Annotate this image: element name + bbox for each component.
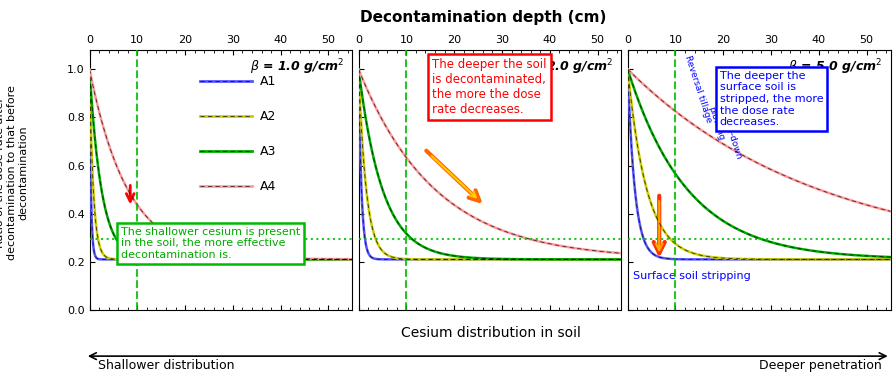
Text: A3: A3 <box>260 145 276 158</box>
Text: Deeper penetration: Deeper penetration <box>758 359 881 372</box>
Text: Surface soil stripping: Surface soil stripping <box>632 271 750 281</box>
Text: A4: A4 <box>260 180 276 193</box>
Text: $\beta$ = 2.0 g/cm$^2$: $\beta$ = 2.0 g/cm$^2$ <box>519 58 613 77</box>
Text: Decontamination depth (cm): Decontamination depth (cm) <box>359 10 606 25</box>
Text: Shallower distribution: Shallower distribution <box>98 359 235 372</box>
Text: Ratio of the dose rate after
decontamination to that before
decontamination: Ratio of the dose rate after decontamina… <box>0 85 29 260</box>
Text: Reversal tillage: Reversal tillage <box>682 54 713 124</box>
Text: The deeper the
surface soil is
stripped, the more
the dose rate
decreases.: The deeper the surface soil is stripped,… <box>719 71 822 127</box>
Text: Cesium distribution in soil: Cesium distribution in soil <box>401 326 579 340</box>
Text: A1: A1 <box>260 75 276 88</box>
Text: A2: A2 <box>260 110 276 123</box>
Text: $\beta$ = 1.0 g/cm$^2$: $\beta$ = 1.0 g/cm$^2$ <box>249 58 344 77</box>
Text: The shallower cesium is present
in the soil, the more effective
decontamination : The shallower cesium is present in the s… <box>121 227 300 260</box>
Text: Upside-down
plowing: Upside-down plowing <box>705 102 742 164</box>
Text: The deeper the soil
is decontaminated,
the more the dose
rate decreases.: The deeper the soil is decontaminated, t… <box>432 58 546 116</box>
Text: $\beta$ = 5.0 g/cm$^2$: $\beta$ = 5.0 g/cm$^2$ <box>788 58 881 77</box>
